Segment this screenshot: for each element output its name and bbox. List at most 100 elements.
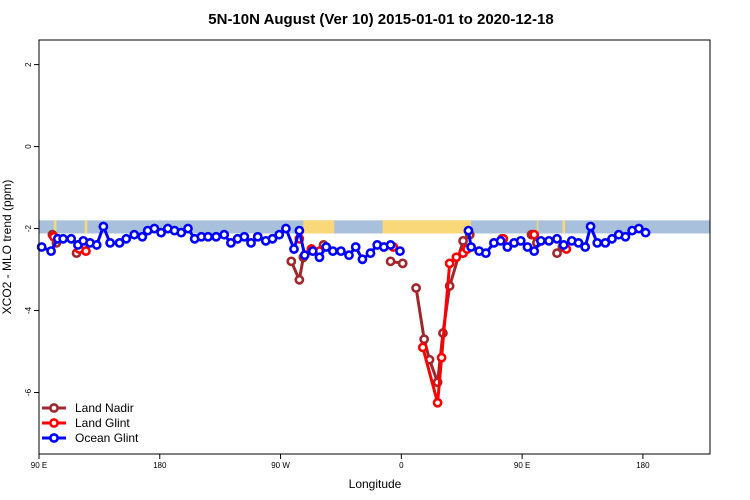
x-axis-label: Longitude bbox=[349, 477, 402, 491]
land-sea-band bbox=[39, 220, 710, 234]
legend-marker-ocean-glint bbox=[49, 433, 59, 443]
legend-label-ocean-glint: Ocean Glint bbox=[75, 431, 139, 445]
land-segment-5 bbox=[562, 220, 566, 234]
y-tick-label-0: 2 bbox=[24, 62, 33, 67]
data-point-ocean-glint-2-5 bbox=[495, 235, 506, 246]
data-point-land-nadir-4-1 bbox=[397, 258, 408, 269]
data-point-ocean-glint-2-18 bbox=[585, 221, 596, 232]
series-land-glint bbox=[48, 229, 572, 408]
data-point-ocean-glint-2-1 bbox=[466, 242, 477, 252]
y-tick-label-4: -6 bbox=[24, 388, 33, 396]
data-point-land-nadir-2-0 bbox=[286, 256, 297, 267]
data-point-land-glint-5-4 bbox=[451, 252, 462, 263]
x-tick-label-2: 90 W bbox=[271, 461, 290, 470]
data-point-ocean-glint-0-27 bbox=[226, 238, 236, 248]
data-point-ocean-glint-0-33 bbox=[267, 233, 278, 244]
data-point-ocean-glint-2-14 bbox=[558, 240, 569, 250]
data-point-ocean-glint-2-17 bbox=[580, 242, 591, 252]
data-point-land-glint-5-0 bbox=[417, 342, 428, 353]
data-point-land-glint-5-3 bbox=[444, 258, 455, 269]
data-point-ocean-glint-0-10 bbox=[105, 238, 116, 248]
land-segment-3 bbox=[382, 220, 472, 234]
y-tick-label-3: -4 bbox=[24, 306, 33, 314]
data-point-land-glint-5-1 bbox=[432, 397, 443, 408]
data-point-ocean-glint-2-20 bbox=[600, 238, 611, 248]
legend-label-land-glint: Land Glint bbox=[75, 416, 130, 430]
x-tick-label-0: 90 E bbox=[31, 461, 47, 470]
data-point-ocean-glint-0-30 bbox=[246, 238, 256, 248]
x-tick-label-1: 180 bbox=[153, 461, 167, 470]
series-line-land-glint-5 bbox=[421, 247, 469, 405]
data-point-ocean-glint-0-8 bbox=[91, 240, 102, 250]
data-point-land-glint-7-0 bbox=[529, 229, 540, 240]
data-point-ocean-glint-2-11 bbox=[536, 235, 546, 246]
data-point-ocean-glint-0-47 bbox=[365, 248, 376, 259]
data-point-ocean-glint-2-21 bbox=[607, 233, 617, 244]
data-point-ocean-glint-0-17 bbox=[156, 227, 167, 238]
data-point-ocean-glint-0-13 bbox=[129, 229, 140, 240]
x-tick-label-4: 90 E bbox=[514, 461, 530, 470]
data-point-ocean-glint-0-37 bbox=[294, 225, 305, 236]
data-point-ocean-glint-0-24 bbox=[203, 231, 213, 242]
data-point-ocean-glint-0-50 bbox=[385, 240, 396, 250]
data-point-land-nadir-5-6 bbox=[458, 235, 468, 246]
data-point-ocean-glint-2-19 bbox=[592, 238, 603, 248]
land-segment-0 bbox=[53, 220, 57, 234]
data-point-ocean-glint-0-0 bbox=[36, 242, 47, 252]
series-layer bbox=[36, 221, 651, 408]
data-point-ocean-glint-2-9 bbox=[522, 242, 533, 252]
data-point-ocean-glint-0-38 bbox=[299, 250, 310, 261]
data-point-ocean-glint-0-4 bbox=[66, 233, 77, 244]
data-point-ocean-glint-2-0 bbox=[463, 225, 474, 236]
data-point-ocean-glint-0-3 bbox=[58, 233, 69, 244]
data-point-ocean-glint-2-25 bbox=[633, 223, 644, 234]
data-point-land-nadir-5-0 bbox=[411, 283, 422, 293]
data-point-ocean-glint-0-46 bbox=[357, 254, 368, 265]
x-tick-label-5: 180 bbox=[636, 461, 650, 470]
data-point-ocean-glint-0-41 bbox=[321, 242, 332, 252]
data-point-ocean-glint-0-12 bbox=[121, 233, 132, 244]
data-point-ocean-glint-0-35 bbox=[281, 223, 291, 234]
data-point-land-nadir-5-1 bbox=[419, 334, 430, 345]
data-point-land-glint-5-2 bbox=[436, 352, 447, 363]
data-point-ocean-glint-0-36 bbox=[289, 244, 299, 254]
data-point-ocean-glint-2-3 bbox=[480, 248, 491, 259]
data-point-ocean-glint-0-42 bbox=[327, 246, 338, 256]
data-point-ocean-glint-0-29 bbox=[239, 231, 250, 242]
y-axis-label: XCO2 - MLO trend (ppm) bbox=[0, 180, 14, 315]
data-point-ocean-glint-2-12 bbox=[544, 235, 554, 246]
legend-label-land-nadir: Land Nadir bbox=[75, 401, 134, 415]
sea-band bbox=[39, 220, 710, 234]
land-segment-1 bbox=[84, 220, 88, 234]
data-point-ocean-glint-2-8 bbox=[515, 235, 526, 246]
data-point-ocean-glint-2-13 bbox=[552, 233, 562, 244]
chart-title: 5N-10N August (Ver 10) 2015-01-01 to 202… bbox=[208, 11, 553, 28]
data-point-ocean-glint-2-23 bbox=[620, 231, 631, 242]
data-point-ocean-glint-1-0 bbox=[395, 246, 405, 256]
data-point-ocean-glint-0-39 bbox=[307, 246, 318, 256]
data-point-ocean-glint-0-34 bbox=[274, 229, 285, 240]
land-segment-4 bbox=[536, 220, 539, 234]
data-point-ocean-glint-2-26 bbox=[640, 227, 651, 238]
x-axis: 90 E 180 90 W 0 90 E 180 bbox=[31, 454, 650, 470]
data-point-ocean-glint-0-25 bbox=[211, 231, 222, 242]
data-point-ocean-glint-0-11 bbox=[114, 238, 125, 248]
plot-frame bbox=[38, 39, 711, 455]
data-point-ocean-glint-0-45 bbox=[350, 242, 361, 252]
series-ocean-glint bbox=[36, 221, 651, 265]
data-point-land-nadir-2-1 bbox=[294, 274, 305, 285]
data-point-ocean-glint-0-44 bbox=[344, 250, 354, 261]
data-point-ocean-glint-0-31 bbox=[252, 231, 263, 242]
data-point-land-nadir-4-0 bbox=[385, 256, 396, 267]
data-point-ocean-glint-2-6 bbox=[502, 242, 513, 252]
data-point-ocean-glint-0-43 bbox=[336, 246, 346, 256]
data-point-ocean-glint-2-16 bbox=[573, 238, 584, 248]
data-point-ocean-glint-2-10 bbox=[529, 246, 540, 256]
land-segment-2 bbox=[303, 220, 335, 234]
y-axis: 2 0 -2 -4 -6 bbox=[24, 62, 39, 396]
data-point-ocean-glint-0-1 bbox=[46, 246, 56, 256]
data-point-ocean-glint-0-16 bbox=[149, 223, 160, 234]
data-point-ocean-glint-0-9 bbox=[98, 221, 109, 232]
